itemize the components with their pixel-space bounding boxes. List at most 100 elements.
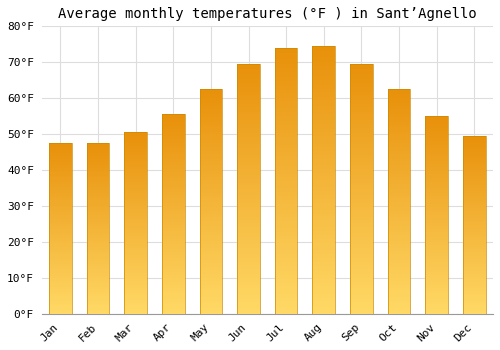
Bar [162,120,184,121]
Bar [237,73,260,74]
Bar [124,163,147,164]
Bar [162,202,184,203]
Bar [275,249,297,250]
Bar [162,290,184,291]
Bar [162,189,184,190]
Bar [275,224,297,225]
Bar [86,194,110,195]
Bar [49,143,72,314]
Bar [388,309,410,311]
Bar [86,284,110,285]
Bar [86,302,110,303]
Bar [86,228,110,229]
Bar [312,189,335,191]
Bar [124,252,147,253]
Bar [200,104,222,105]
Bar [162,261,184,262]
Bar [350,222,372,223]
Bar [237,269,260,270]
Bar [86,303,110,304]
Bar [275,166,297,168]
Bar [312,132,335,133]
Bar [124,234,147,235]
Bar [200,219,222,221]
Bar [49,209,72,210]
Bar [124,273,147,274]
Bar [237,141,260,143]
Bar [237,154,260,155]
Bar [200,168,222,169]
Bar [388,148,410,149]
Bar [86,290,110,291]
Bar [124,224,147,225]
Bar [426,312,448,313]
Bar [312,197,335,199]
Bar [275,294,297,295]
Bar [275,89,297,90]
Bar [124,150,147,152]
Bar [275,282,297,284]
Bar [200,155,222,157]
Bar [200,120,222,121]
Bar [275,60,297,61]
Bar [426,127,448,128]
Bar [350,313,372,314]
Bar [49,258,72,259]
Bar [426,161,448,162]
Bar [237,202,260,203]
Bar [426,217,448,218]
Bar [124,277,147,278]
Bar [237,133,260,134]
Bar [86,261,110,262]
Bar [49,294,72,295]
Bar [86,166,110,167]
Bar [312,109,335,110]
Bar [49,228,72,229]
Bar [463,266,485,267]
Bar [162,207,184,208]
Bar [388,127,410,128]
Bar [388,243,410,244]
Bar [49,181,72,182]
Bar [86,190,110,191]
Bar [388,297,410,298]
Bar [162,245,184,246]
Bar [388,115,410,116]
Bar [312,101,335,102]
Bar [388,207,410,208]
Bar [162,260,184,261]
Bar [275,116,297,117]
Bar [200,237,222,238]
Bar [86,224,110,225]
Bar [388,151,410,152]
Bar [463,189,485,190]
Bar [49,186,72,187]
Bar [162,201,184,202]
Bar [426,286,448,287]
Bar [463,153,485,154]
Bar [426,186,448,187]
Bar [162,131,184,132]
Bar [350,310,372,312]
Bar [312,60,335,61]
Bar [350,86,372,88]
Bar [388,231,410,232]
Bar [49,252,72,253]
Bar [86,288,110,289]
Bar [200,223,222,224]
Bar [162,148,184,149]
Bar [312,219,335,220]
Bar [312,310,335,312]
Bar [162,220,184,221]
Bar [388,161,410,162]
Bar [124,175,147,176]
Bar [49,245,72,246]
Bar [426,183,448,184]
Bar [463,290,485,291]
Bar [350,64,372,65]
Bar [350,148,372,149]
Bar [162,248,184,249]
Bar [388,106,410,107]
Bar [162,169,184,170]
Bar [312,215,335,216]
